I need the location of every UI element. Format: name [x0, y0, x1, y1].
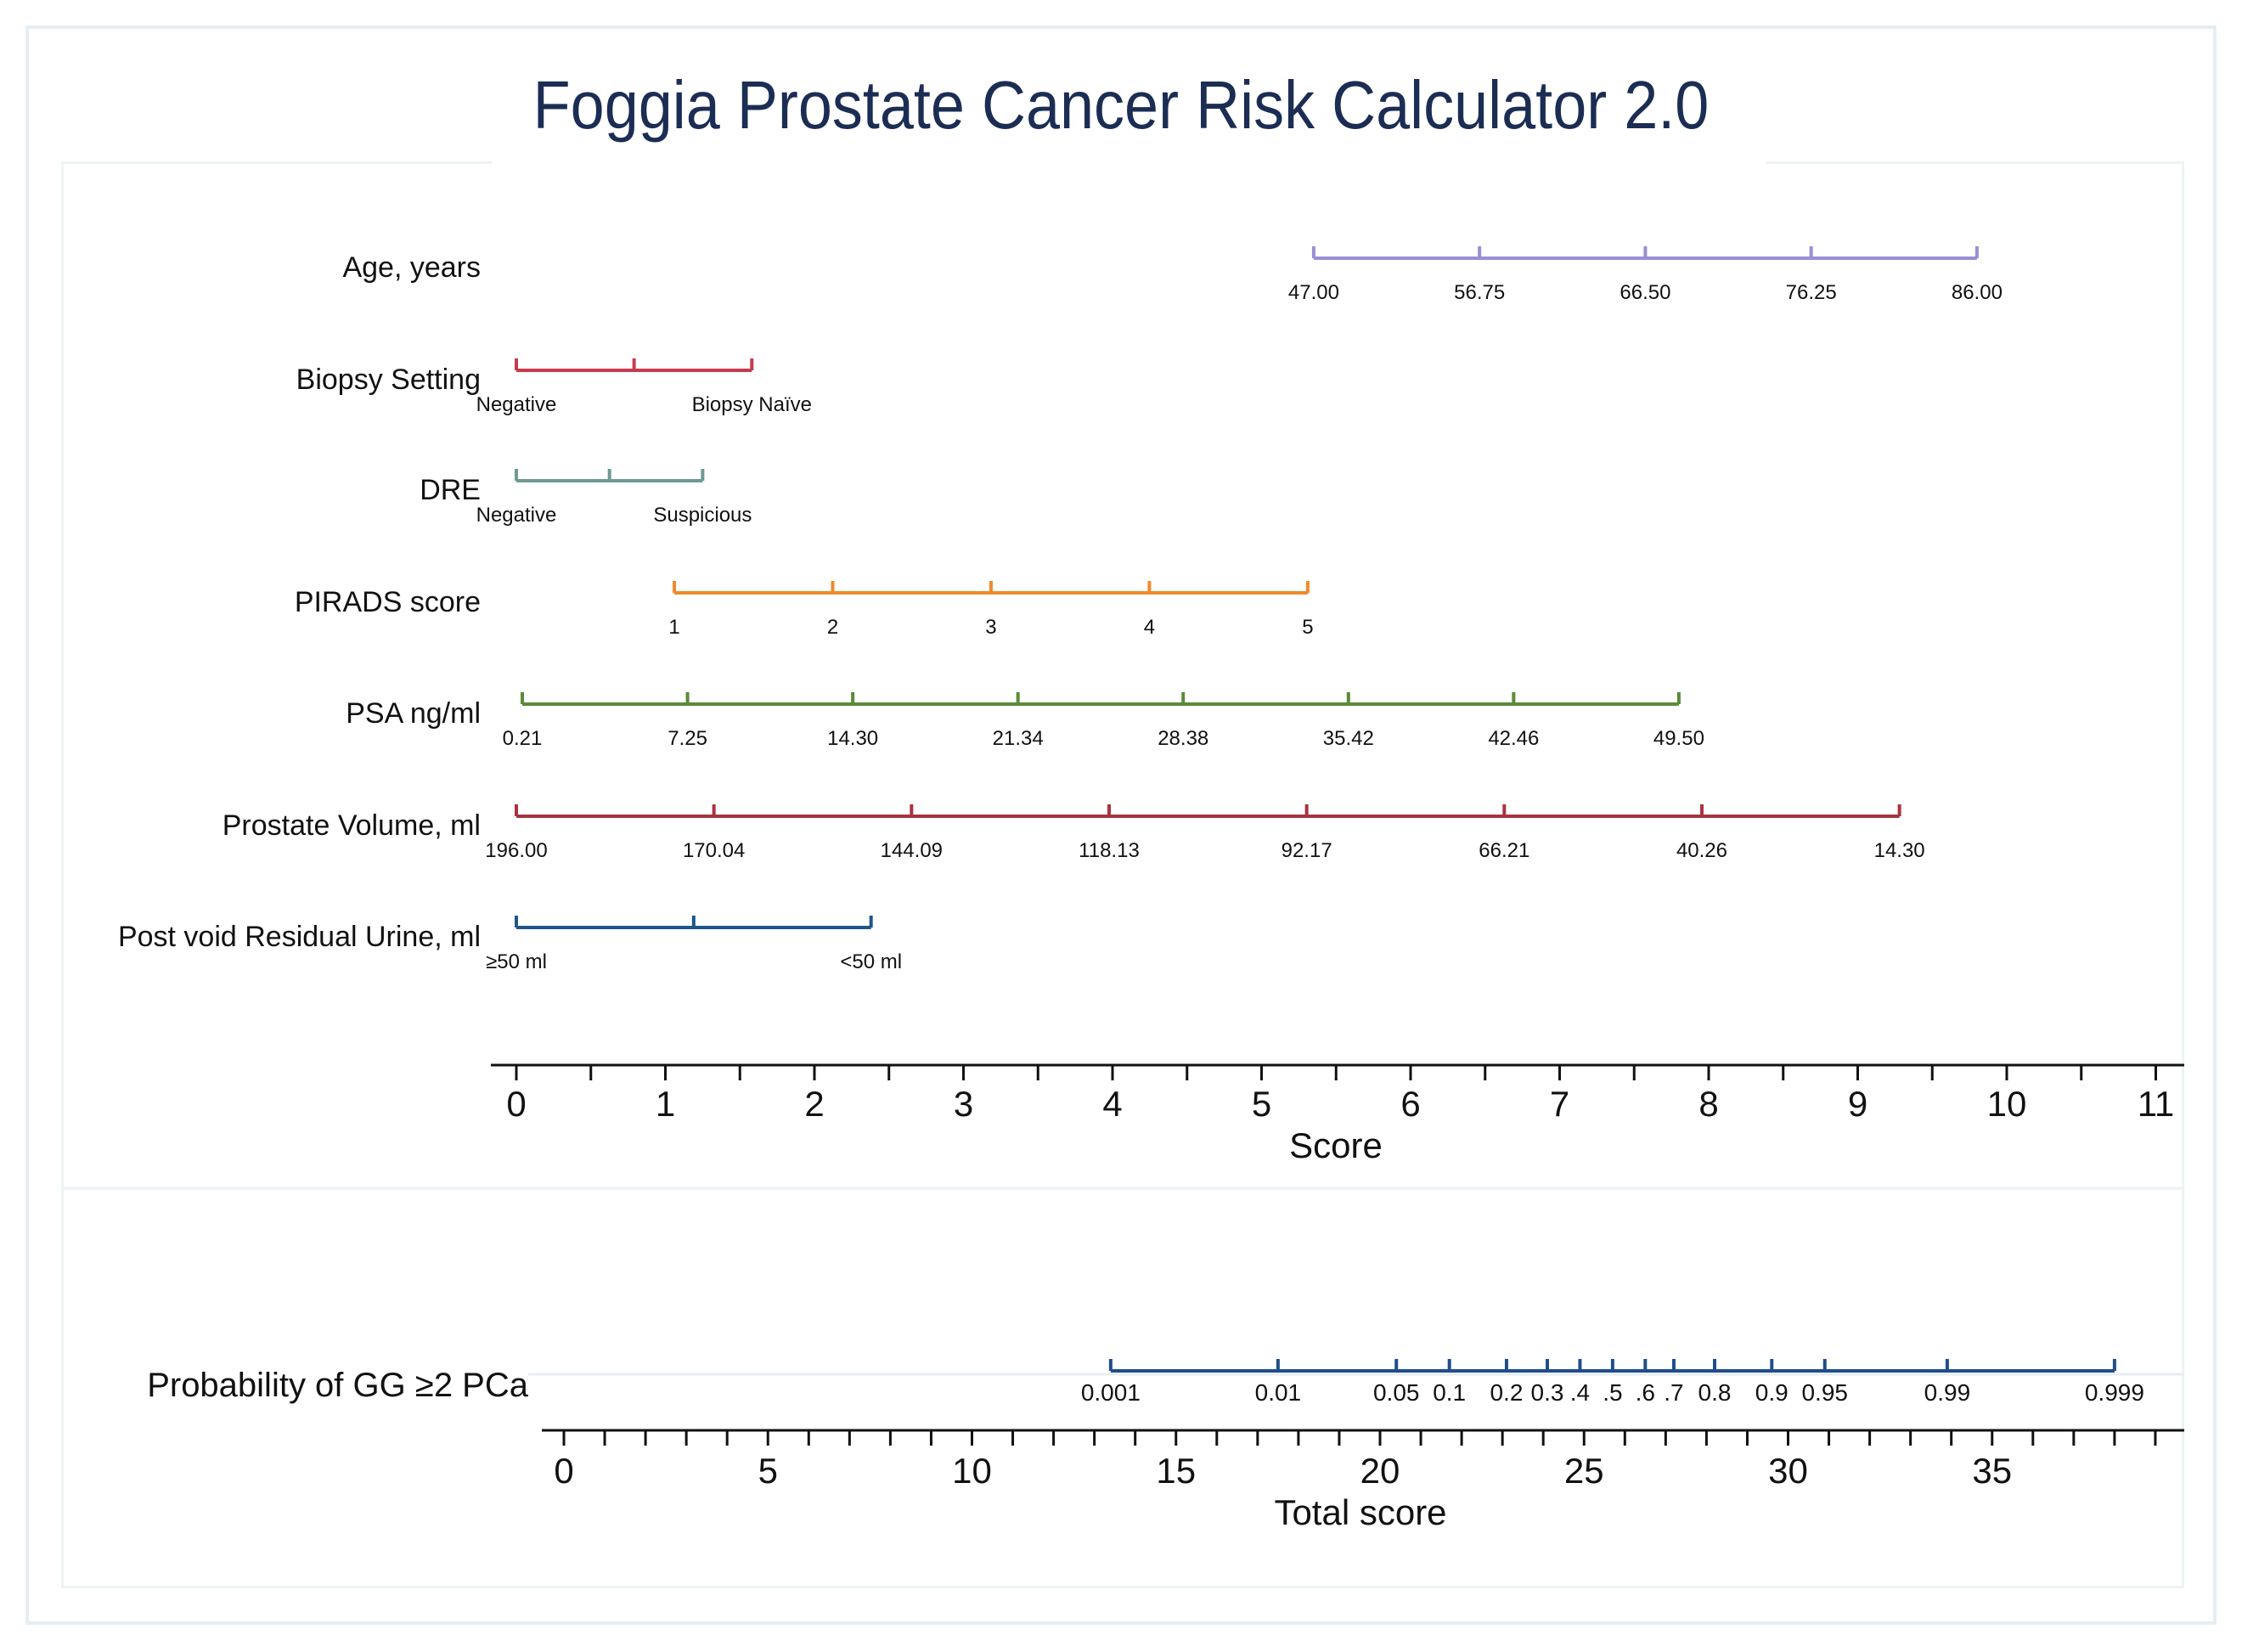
title-backdrop [493, 144, 1766, 178]
score-axis-tick-label: 2 [804, 1084, 824, 1124]
scale-tick-label-pirads-score: 2 [827, 616, 838, 639]
variable-label-psa-ng-ml: PSA ng/ml [346, 697, 481, 730]
total-axis-tick-label: 5 [758, 1451, 778, 1491]
total-axis-tick-label: 25 [1564, 1451, 1604, 1491]
probability-scale: Probability of GG ≥2 PCa 0.001 0.01 0.05 0.1… [147, 1359, 2184, 1406]
probability-tick-label: 0.95 [1801, 1379, 1848, 1406]
total-axis-title: Total score [1274, 1492, 1446, 1532]
probability-tick-label: .6 [1636, 1379, 1655, 1406]
total-score-axis: 0 5 10 15 20 25 30 35 Total score [542, 1429, 2184, 1532]
score-axis-title: Score [1289, 1125, 1383, 1165]
scale-tick-label-psa-ng-ml: 35.42 [1323, 727, 1374, 750]
scale-tick-label-psa-ng-ml: 21.34 [993, 727, 1044, 750]
scale-tick-label-prostate-volume-ml: 118.13 [1079, 839, 1140, 862]
scale-tick-label-post-void-residual-urine-ml: <50 ml [840, 950, 902, 973]
probability-tick-label: 0.99 [1924, 1379, 1971, 1406]
score-axis-tick-label: 8 [1698, 1084, 1718, 1124]
scale-tick-label-biopsy-setting: Biopsy Naïve [692, 393, 812, 416]
scale-tick-label-pirads-score: 1 [668, 616, 679, 639]
probability-tick-label: 0.01 [1255, 1379, 1302, 1406]
variable-label-pirads-score: PIRADS score [295, 586, 481, 618]
probability-tick-label: 0.8 [1698, 1379, 1732, 1406]
score-axis-tick-label: 0 [506, 1084, 526, 1124]
variable-row-post-void-residual-urine-ml: Post void Residual Urine, ml≥50 ml <50 ml [118, 916, 902, 973]
scale-tick-label-prostate-volume-ml: 144.09 [881, 839, 943, 862]
variable-row-age-years: Age, years 47.00 56.75 66.50 76.25 86.00 [342, 246, 2003, 304]
variable-label-post-void-residual-urine-ml: Post void Residual Urine, ml [118, 921, 481, 953]
scale-tick-label-prostate-volume-ml: 40.26 [1676, 839, 1727, 862]
score-axis-tick-label: 5 [1252, 1084, 1271, 1124]
probability-tick-label: .7 [1664, 1379, 1683, 1406]
total-axis-tick-label: 30 [1768, 1451, 1808, 1491]
score-axis: 0 1 2 3 4 5 6 7 8 9 10 11 Score [491, 1063, 2184, 1165]
scale-tick-label-psa-ng-ml: 28.38 [1158, 727, 1208, 750]
probability-tick-label: 0.2 [1490, 1379, 1523, 1406]
scale-tick-label-dre: Suspicious [653, 504, 752, 527]
probability-tick-label: 0.05 [1373, 1379, 1420, 1406]
total-axis-tick-label: 10 [952, 1451, 992, 1491]
probability-label: Probability of GG ≥2 PCa [147, 1367, 529, 1404]
score-axis-tick-label: 9 [1848, 1084, 1867, 1124]
scale-tick-label-dre: Negative [476, 504, 557, 527]
score-axis-tick-label: 1 [656, 1084, 675, 1124]
score-axis-tick-label: 7 [1550, 1084, 1569, 1124]
scale-tick-label-prostate-volume-ml: 66.21 [1479, 839, 1529, 862]
probability-panel [61, 1187, 2184, 1588]
scale-tick-label-pirads-score: 3 [985, 616, 996, 639]
total-axis-tick-label: 0 [554, 1451, 573, 1491]
scale-tick-label-biopsy-setting: Negative [476, 393, 557, 416]
scale-tick-label-age-years: 86.00 [1952, 281, 2003, 304]
scale-tick-label-pirads-score: 4 [1144, 616, 1155, 639]
probability-tick-label: .5 [1603, 1379, 1622, 1406]
probability-tick-label: .4 [1570, 1379, 1590, 1406]
score-axis-tick-label: 10 [1987, 1084, 2027, 1124]
chart-title: Foggia Prostate Cancer Risk Calculator 2… [532, 67, 1710, 143]
scale-tick-label-prostate-volume-ml: 196.00 [485, 839, 547, 862]
scale-tick-label-pirads-score: 5 [1302, 616, 1313, 639]
scale-tick-label-prostate-volume-ml: 14.30 [1874, 839, 1925, 862]
probability-tick-label: 0.999 [2085, 1379, 2144, 1406]
variable-label-dre: DRE [420, 474, 481, 506]
probability-tick-label: 0.3 [1531, 1379, 1564, 1406]
variable-scales: Age, years 47.00 56.75 66.50 76.25 86.00 Biops… [118, 246, 2003, 973]
total-axis-tick-label: 20 [1360, 1451, 1400, 1491]
score-axis-tick-label: 11 [2138, 1084, 2175, 1124]
scale-tick-label-prostate-volume-ml: 92.17 [1282, 839, 1332, 862]
probability-tick-label: 0.1 [1433, 1379, 1466, 1406]
variable-label-biopsy-setting: Biopsy Setting [296, 364, 481, 396]
scale-tick-label-age-years: 47.00 [1288, 281, 1339, 304]
scale-tick-label-psa-ng-ml: 7.25 [668, 727, 707, 750]
variable-row-psa-ng-ml: PSA ng/ml 0.21 7.25 14.30 21.34 28.38 35.42 42.… [346, 692, 1704, 750]
total-axis-tick-label: 35 [1972, 1451, 2012, 1491]
scale-tick-label-prostate-volume-ml: 170.04 [683, 839, 745, 862]
variable-label-prostate-volume-ml: Prostate Volume, ml [223, 809, 481, 842]
score-axis-tick-label: 6 [1400, 1084, 1420, 1124]
outer-frame [25, 25, 2217, 1625]
variable-label-age-years: Age, years [342, 251, 481, 284]
score-axis-tick-label: 3 [954, 1084, 973, 1124]
scale-tick-label-age-years: 66.50 [1620, 281, 1670, 304]
score-axis-tick-label: 4 [1102, 1084, 1122, 1124]
scale-tick-label-psa-ng-ml: 49.50 [1653, 727, 1704, 750]
scale-tick-label-age-years: 56.75 [1454, 281, 1505, 304]
probability-tick-label: 0.001 [1081, 1379, 1141, 1406]
probability-tick-label: 0.9 [1755, 1379, 1789, 1406]
scale-tick-label-psa-ng-ml: 0.21 [503, 727, 543, 750]
scale-tick-label-psa-ng-ml: 14.30 [827, 727, 878, 750]
scale-tick-label-psa-ng-ml: 42.46 [1488, 727, 1539, 750]
scale-tick-label-post-void-residual-urine-ml: ≥50 ml [486, 950, 547, 973]
total-axis-tick-label: 15 [1156, 1451, 1196, 1491]
scale-tick-label-age-years: 76.25 [1786, 281, 1837, 304]
variable-row-pirads-score: PIRADS score 1 2 3 4 5 [295, 581, 1314, 639]
